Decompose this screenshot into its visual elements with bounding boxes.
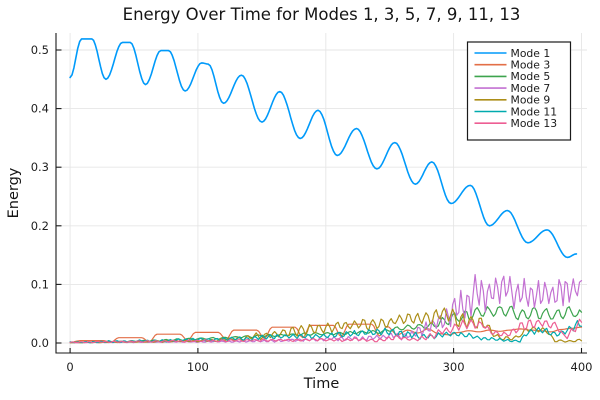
x-tick-label: 300 <box>443 360 465 374</box>
legend-label-mode-7: Mode 7 <box>511 82 551 95</box>
legend-label-mode-13: Mode 13 <box>511 117 558 130</box>
axis-spines <box>55 33 587 354</box>
x-axis-label: Time <box>303 376 340 392</box>
y-axis: 0.0 0.1 0.2 0.3 0.4 0.5 <box>31 43 62 350</box>
x-tick-label: 0 <box>66 360 73 374</box>
y-tick-label: 0.3 <box>31 160 49 174</box>
series-line-mode-1 <box>69 38 578 259</box>
series-line-mode-3 <box>69 323 583 343</box>
x-tick-label: 100 <box>187 360 209 374</box>
x-tick-label: 200 <box>315 360 337 374</box>
chart-title: Energy Over Time for Modes 1, 3, 5, 7, 9… <box>122 5 521 24</box>
series-line-mode-13 <box>69 318 583 344</box>
legend-label-mode-9: Mode 9 <box>511 94 551 107</box>
series-lines <box>69 38 583 344</box>
x-tick-label: 400 <box>571 360 593 374</box>
legend-label-mode-5: Mode 5 <box>511 70 551 83</box>
legend-label-mode-3: Mode 3 <box>511 58 551 71</box>
y-tick-label: 0.1 <box>31 277 49 291</box>
legend-label-mode-1: Mode 1 <box>511 47 551 60</box>
y-tick-label: 0.2 <box>31 219 49 233</box>
legend-label-mode-11: Mode 11 <box>511 105 558 118</box>
y-axis-label: Energy <box>6 167 22 219</box>
x-axis: 0 100 200 300 400 <box>55 33 593 374</box>
y-tick-label: 0.4 <box>31 102 49 116</box>
y-tick-label: 0.0 <box>31 336 49 350</box>
series-line-mode-9 <box>69 307 583 344</box>
y-tick-label: 0.5 <box>31 43 49 57</box>
